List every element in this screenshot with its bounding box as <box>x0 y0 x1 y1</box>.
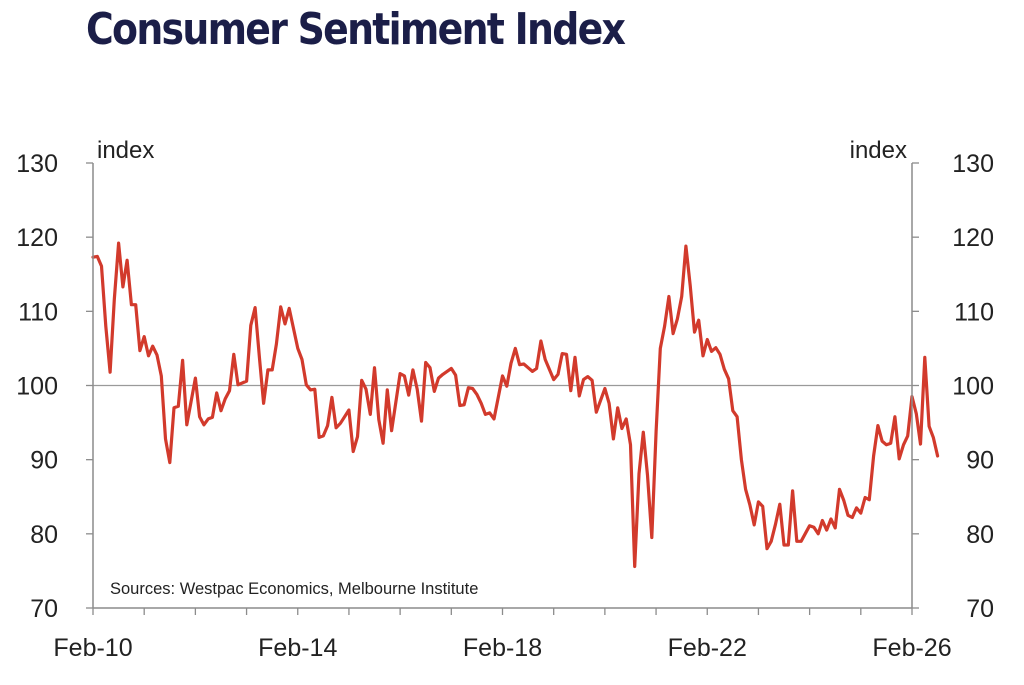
left-axis-unit-label: index <box>97 137 154 164</box>
right-y-tick-label: 70 <box>966 595 994 623</box>
left-y-tick-label: 120 <box>16 224 58 252</box>
x-tick-label: Feb-10 <box>53 634 132 662</box>
left-y-tick-label: 80 <box>30 521 58 549</box>
sentiment-series-line <box>91 241 940 569</box>
left-y-tick-label: 70 <box>30 595 58 623</box>
left-y-tick-label: 90 <box>30 447 58 475</box>
chart-title: Consumer Sentiment Index <box>86 4 626 55</box>
left-y-tick-label: 130 <box>16 150 58 178</box>
right-y-tick-label: 80 <box>966 521 994 549</box>
x-tick-label: Feb-18 <box>463 634 542 662</box>
right-y-tick-label: 130 <box>952 150 994 178</box>
left-y-tick-label: 110 <box>18 298 58 326</box>
right-y-tick-label: 90 <box>966 447 994 475</box>
source-note: Sources: Westpac Economics, Melbourne In… <box>110 580 478 598</box>
x-tick-label: Feb-26 <box>872 634 951 662</box>
left-y-tick-label: 100 <box>16 373 58 401</box>
right-y-tick-label: 110 <box>954 298 994 326</box>
right-y-tick-label: 120 <box>952 224 994 252</box>
x-tick-label: Feb-22 <box>668 634 747 662</box>
x-tick-label: Feb-14 <box>258 634 337 662</box>
right-axis-unit-label: index <box>850 137 907 164</box>
right-y-tick-label: 100 <box>952 373 994 401</box>
